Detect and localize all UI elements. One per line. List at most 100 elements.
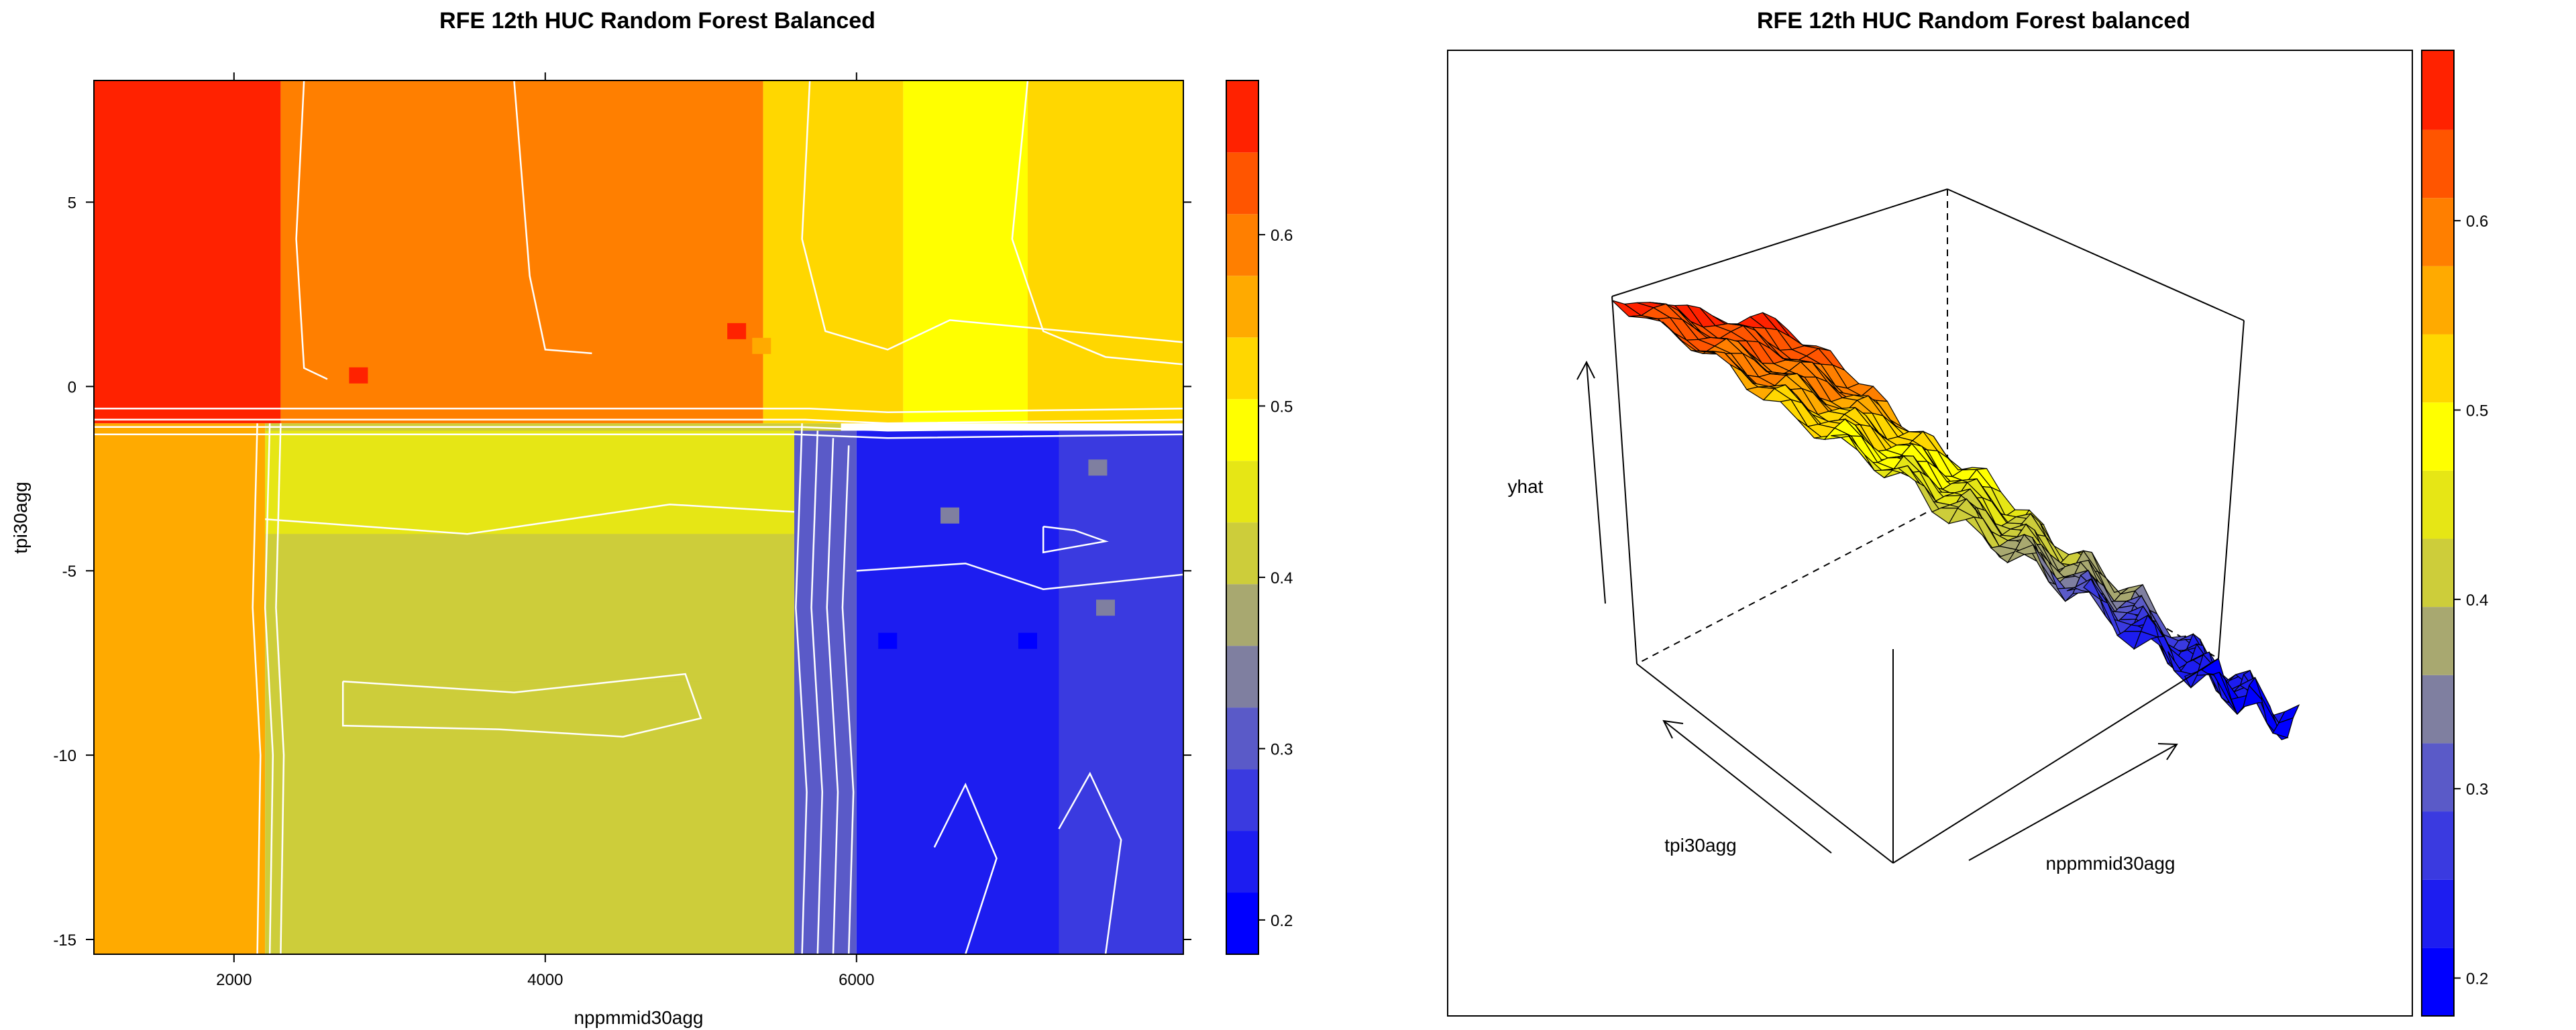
surface-x-axis-label: nppmmid30agg — [2045, 853, 2175, 874]
contour-line — [795, 423, 808, 954]
colorkey-band — [1226, 461, 1258, 523]
surface-facet — [2277, 704, 2300, 724]
contour-line — [801, 80, 1183, 351]
colorkey-band — [1226, 707, 1258, 770]
contour-line — [1011, 80, 1183, 365]
colorkey-band — [1226, 276, 1258, 338]
heatmap-region — [265, 431, 841, 534]
left-plot-frame — [93, 80, 1184, 955]
contour-line — [295, 80, 328, 380]
colorkey-band — [1226, 80, 1258, 153]
surface-mesh — [1611, 300, 2300, 740]
colorkey-tick-label: 0.3 — [1271, 740, 1293, 758]
contour-line — [810, 431, 824, 954]
y-tick-label: 5 — [68, 194, 76, 212]
colorkey-band — [2422, 402, 2454, 471]
right-chart-title: RFE 12th HUC Random Forest balanced — [1757, 8, 2190, 34]
x-tick-label: 4000 — [527, 971, 563, 989]
heatmap-region — [1059, 431, 1183, 954]
y-axis: 5 0 -5 -10 -15 — [53, 194, 1191, 950]
y-axis-arrow — [1662, 720, 1832, 854]
colorkey-band — [2422, 538, 2454, 608]
heatmap-region — [903, 80, 1028, 424]
heatmap-speckle — [1018, 632, 1037, 649]
heatmap-fill — [94, 80, 1183, 954]
contour-line — [933, 783, 998, 954]
contour-line — [94, 418, 1183, 424]
y-tick-label: -10 — [53, 747, 76, 765]
left-x-axis-label: nppmmid30agg — [574, 1007, 703, 1028]
colorkey-tick-label: 0.4 — [1271, 569, 1293, 587]
heatmap-region — [763, 80, 904, 424]
colorkey-tick-label: 0.6 — [1271, 227, 1293, 245]
contour-line — [94, 433, 1183, 439]
heatmap-region — [498, 736, 686, 954]
y-tick-label: 0 — [68, 378, 76, 396]
right-plot-frame — [1447, 50, 2413, 1017]
colorkey-band — [2422, 879, 2454, 948]
right-surface-panel: RFE 12th HUC Random Forest balanced — [1447, 8, 2488, 1017]
colorkey-tick-label: 0.5 — [2466, 402, 2488, 420]
contour-line — [94, 426, 1183, 432]
x-tick-label: 6000 — [839, 971, 874, 989]
colorkey-band — [2422, 607, 2454, 675]
contour-line — [94, 408, 1183, 414]
surface-box-edges — [1611, 188, 2245, 864]
y-tick-label: -5 — [62, 563, 76, 581]
colorkey-band — [1226, 522, 1258, 585]
heatmap-region — [94, 80, 281, 424]
heatmap-speckle — [752, 337, 771, 354]
contour-line — [252, 423, 262, 954]
contour-line — [1058, 771, 1122, 954]
colorkey-tick-label: 0.3 — [2466, 781, 2488, 799]
colorkey-band — [2422, 948, 2454, 1016]
colorkey-band — [1226, 399, 1258, 461]
heatmap-speckle — [349, 367, 368, 384]
colorkey-band — [2422, 198, 2454, 266]
colorkey-band — [2422, 811, 2454, 880]
colorkey-tick-label: 0.4 — [2466, 591, 2488, 610]
contour-line — [341, 673, 702, 738]
colorkey-band — [1226, 584, 1258, 646]
contour-line — [275, 423, 285, 954]
colorkey-band — [1226, 769, 1258, 832]
heatmap-speckle — [1088, 459, 1108, 476]
heatmap-speckle — [727, 323, 747, 339]
y-tick-label: -15 — [53, 931, 76, 950]
colorkey-band — [2422, 470, 2454, 539]
x-tick-label: 2000 — [216, 971, 252, 989]
z-axis-label: yhat — [1508, 476, 1544, 497]
colorkey-tick-label: 0.2 — [1271, 912, 1293, 930]
contour-line — [1042, 526, 1109, 554]
colorkey-band — [1226, 831, 1258, 893]
right-colorkey: 0.6 0.5 0.4 0.3 0.2 — [2421, 50, 2488, 1017]
colorkey-band — [2422, 266, 2454, 335]
colorkey-band — [2422, 334, 2454, 403]
colorkey-band — [1226, 152, 1258, 215]
colorkey-band — [2422, 675, 2454, 744]
colorkey-tick-label: 0.5 — [1271, 398, 1293, 416]
heatmap-region — [1028, 80, 1183, 424]
colorkey-band — [1226, 214, 1258, 276]
contour-line — [265, 504, 795, 535]
x-axis: 2000 4000 6000 — [216, 72, 874, 989]
heatmap-region — [94, 423, 266, 954]
colorkey-band — [2422, 129, 2454, 198]
heatmap-speckle — [878, 632, 898, 649]
contour-line — [841, 445, 855, 954]
left-chart-title: RFE 12th HUC Random Forest Balanced — [439, 8, 875, 34]
heatmap-region — [280, 80, 763, 424]
heatmap-speckle — [941, 507, 959, 524]
surface-y-axis-label: tpi30agg — [1664, 835, 1736, 856]
x-axis-arrow — [1968, 743, 2178, 861]
heatmap-region — [343, 589, 701, 682]
colorkey-band — [2422, 50, 2454, 130]
contour-line — [513, 80, 592, 355]
contour-line — [264, 423, 274, 954]
colorkey-band — [1226, 893, 1258, 954]
colorkey-band — [1226, 646, 1258, 708]
colorkey-band — [2422, 743, 2454, 812]
left-heatmap-panel: RFE 12th HUC Random Forest Balanced 2000… — [10, 8, 1293, 1028]
left-y-axis-label: tpi30agg — [10, 481, 31, 553]
colorkey-tick-label: 0.2 — [2466, 970, 2488, 988]
